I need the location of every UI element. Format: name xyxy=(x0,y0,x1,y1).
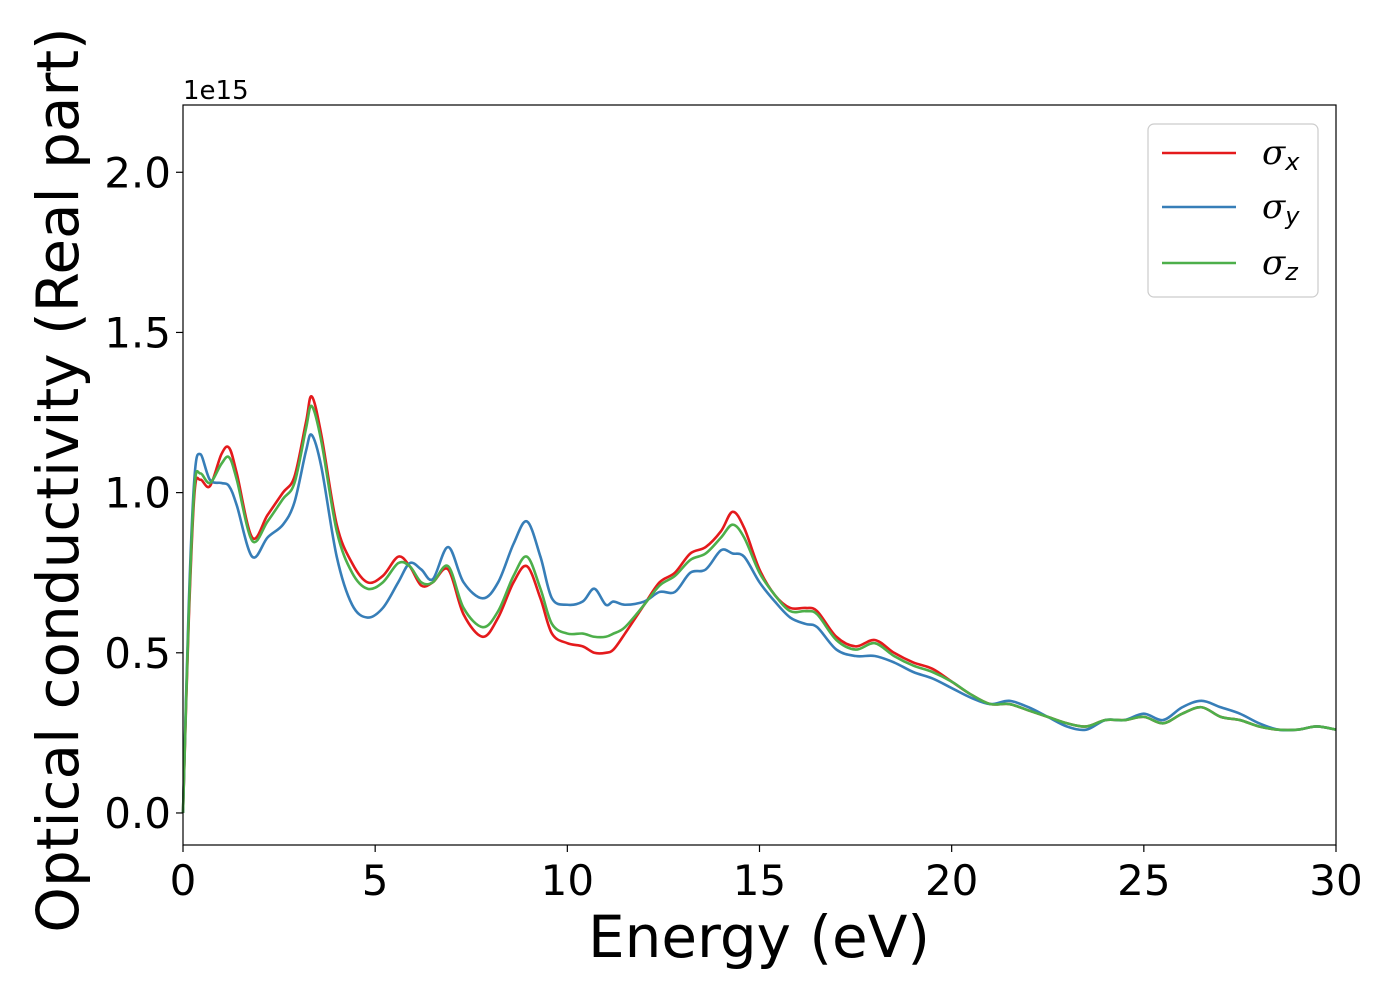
series-layer xyxy=(181,395,1337,814)
y-tick-label: 0.0 xyxy=(104,789,171,838)
x-axis: 0 5 10 15 20 25 30 xyxy=(170,845,1363,905)
x-tick-label: 10 xyxy=(541,856,594,905)
legend-label-sigma-x: σx xyxy=(1262,133,1300,176)
y-offset-label: 1e15 xyxy=(183,76,249,106)
legend-subscript: z xyxy=(1284,258,1299,286)
x-tick-label: 5 xyxy=(362,856,389,905)
y-tick-label: 0.5 xyxy=(104,629,171,678)
x-tick-label: 0 xyxy=(170,856,197,905)
x-tick-label: 20 xyxy=(925,856,978,905)
x-tick-label: 25 xyxy=(1117,856,1170,905)
y-tick-label: 2.0 xyxy=(104,148,171,197)
x-tick-label: 15 xyxy=(733,856,786,905)
legend-label-sigma-y: σy xyxy=(1262,187,1300,230)
legend-subscript: y xyxy=(1284,202,1300,230)
y-axis-title: Optical conductivity (Real part) xyxy=(24,27,92,932)
y-tick-label: 1.5 xyxy=(104,308,171,357)
x-axis-title: Energy (eV) xyxy=(588,903,930,971)
y-tick-label: 1.0 xyxy=(104,469,171,518)
series-line-sigma-z xyxy=(181,404,1337,814)
legend-box xyxy=(1147,123,1319,298)
x-tick-label: 30 xyxy=(1309,856,1362,905)
legend-subscript: x xyxy=(1284,148,1300,176)
y-axis: 0.0 0.5 1.0 1.5 2.0 xyxy=(104,148,183,838)
